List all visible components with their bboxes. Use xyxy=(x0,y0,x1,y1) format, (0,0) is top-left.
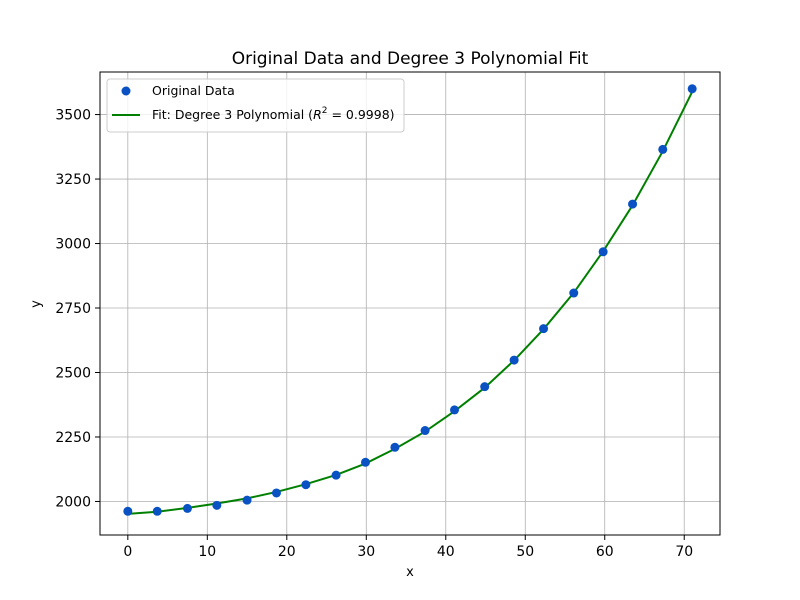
legend-fit-prefix: Fit: Degree 3 Polynomial ( xyxy=(152,107,313,122)
x-tick-label: 30 xyxy=(357,544,375,560)
axis-ticks: 0 10 20 30 40 50 60 70 2000 2250 2500 2750 3000 3250 3… xyxy=(55,108,693,560)
legend: Original Data Fit: Degree 3 Polynomial (… xyxy=(106,78,405,133)
legend-label-fit: Fit: Degree 3 Polynomial (R2 = 0.9998) xyxy=(152,106,395,122)
data-point xyxy=(242,495,252,505)
y-tick-label: 2250 xyxy=(55,430,91,446)
x-tick-label: 0 xyxy=(123,544,132,560)
data-point xyxy=(628,199,638,209)
data-point xyxy=(539,324,549,334)
y-tick-label: 3500 xyxy=(55,108,91,124)
grid xyxy=(100,72,720,535)
legend-scatter-marker xyxy=(121,86,131,96)
x-tick-label: 40 xyxy=(437,544,455,560)
data-point xyxy=(182,503,192,513)
y-tick-label: 2750 xyxy=(55,301,91,317)
x-tick-label: 70 xyxy=(675,544,693,560)
legend-fit-r: R xyxy=(313,107,322,122)
x-tick-label: 10 xyxy=(198,544,216,560)
y-tick-label: 3250 xyxy=(55,172,91,188)
data-point xyxy=(569,288,579,298)
data-point xyxy=(212,500,222,510)
y-tick-label: 2500 xyxy=(55,365,91,381)
y-axis-label: y xyxy=(29,300,44,308)
data-point xyxy=(123,506,133,516)
x-axis-label: x xyxy=(406,565,414,580)
data-point xyxy=(687,84,697,94)
data-point xyxy=(420,426,430,436)
data-point xyxy=(390,442,400,452)
fit-line-layer xyxy=(127,91,694,515)
legend-label-original-data: Original Data xyxy=(152,83,235,98)
y-tick-label: 2000 xyxy=(55,494,91,510)
data-points-layer xyxy=(123,84,697,516)
data-point xyxy=(658,144,668,154)
legend-box xyxy=(106,78,405,133)
chart-title: Original Data and Degree 3 Polynomial Fi… xyxy=(232,49,589,69)
x-tick-label: 50 xyxy=(516,544,534,560)
data-point xyxy=(271,488,281,498)
data-point xyxy=(450,405,460,415)
data-point xyxy=(360,457,370,467)
legend-fit-sup: 2 xyxy=(322,106,328,116)
legend-fit-suffix: = 0.9998) xyxy=(327,107,394,122)
data-point xyxy=(598,247,608,257)
plot-frame xyxy=(99,71,721,536)
data-point xyxy=(480,382,490,392)
fit-line xyxy=(127,91,694,515)
data-point xyxy=(301,480,311,490)
data-point xyxy=(152,506,162,516)
data-point xyxy=(509,355,519,365)
data-point xyxy=(331,470,341,480)
x-tick-label: 60 xyxy=(596,544,614,560)
x-tick-label: 20 xyxy=(278,544,296,560)
y-tick-label: 3000 xyxy=(55,237,91,253)
